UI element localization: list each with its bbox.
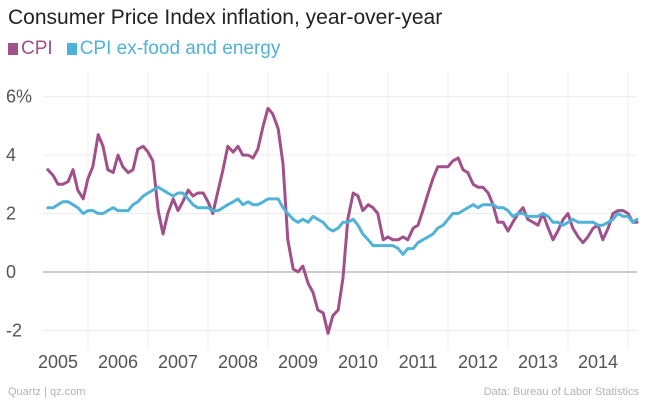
x-tick-label: 2008 bbox=[218, 352, 258, 372]
data-source: Data: Bureau of Labor Statistics bbox=[483, 386, 639, 398]
y-tick-label: 2 bbox=[6, 204, 16, 224]
y-tick-label: -2 bbox=[6, 320, 22, 340]
y-tick-label: 4 bbox=[6, 145, 16, 165]
chart-title: Consumer Price Index inflation, year-ove… bbox=[8, 6, 443, 29]
legend-label-core-cpi: CPI ex-food and energy bbox=[79, 38, 281, 59]
source-credit: Quartz | qz.com bbox=[8, 386, 86, 398]
y-tick-label: 0 bbox=[6, 262, 16, 282]
x-tick-label: 2014 bbox=[578, 352, 618, 372]
legend-item-cpi: CPI bbox=[8, 38, 53, 60]
x-tick-label: 2011 bbox=[399, 352, 438, 372]
x-tick-label: 2006 bbox=[98, 352, 138, 372]
y-tick-label: 6% bbox=[6, 87, 32, 107]
x-tick-label: 2005 bbox=[38, 352, 78, 372]
x-tick-label: 2012 bbox=[458, 352, 498, 372]
legend-swatch-core-cpi bbox=[66, 43, 77, 55]
x-tick-label: 2009 bbox=[278, 352, 318, 372]
x-tick-label: 2007 bbox=[158, 352, 198, 372]
legend-label-cpi: CPI bbox=[21, 38, 53, 59]
legend-item-core-cpi: CPI ex-food and energy bbox=[66, 38, 281, 60]
legend-swatch-cpi bbox=[8, 43, 18, 55]
series-line-core-cpi bbox=[46, 185, 639, 256]
chart-legend: CPI CPI ex-food and energy bbox=[8, 38, 294, 60]
x-tick-label: 2010 bbox=[338, 352, 378, 372]
x-tick-label: 2013 bbox=[518, 352, 558, 372]
series-line-cpi bbox=[46, 106, 639, 335]
